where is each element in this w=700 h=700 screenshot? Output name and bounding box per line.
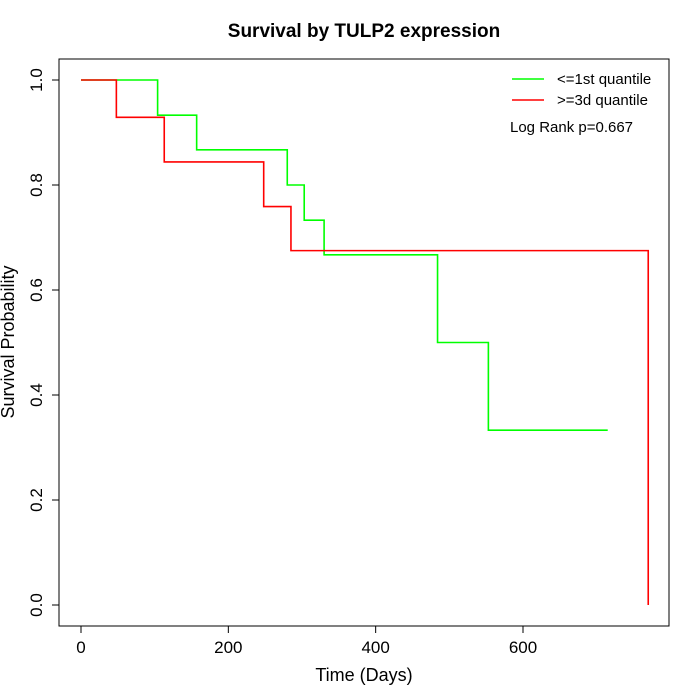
series-line-0 [81,79,608,431]
y-axis: 0.0 0.2 0.4 0.6 0.8 1.0 [27,68,60,617]
y-tick-label: 0.0 [27,593,46,617]
x-tick-label: 200 [214,638,242,657]
legend-label: <=1st quantile [557,71,651,88]
series-layer [81,79,650,605]
plot-frame [58,58,670,627]
x-tick-label: 600 [509,638,537,657]
series-line-1 [81,79,650,605]
chart-title: Survival by TULP2 expression [228,21,500,42]
y-tick-label: 0.6 [27,278,46,302]
y-tick-label: 1.0 [27,68,46,92]
x-tick-label: 0 [76,638,85,657]
log-rank-annotation: Log Rank p=0.667 [510,119,633,136]
y-tick-label: 0.4 [27,383,46,407]
legend-label: >=3d quantile [557,92,648,109]
y-tick-label: 0.8 [27,173,46,197]
x-tick-label: 400 [361,638,389,657]
y-axis-label: Survival Probability [0,265,18,418]
x-axis-label: Time (Days) [315,665,412,685]
legend: <=1st quantile >=3d quantile [512,71,651,109]
x-axis: 0 200 400 600 [76,625,537,657]
y-tick-label: 0.2 [27,488,46,512]
